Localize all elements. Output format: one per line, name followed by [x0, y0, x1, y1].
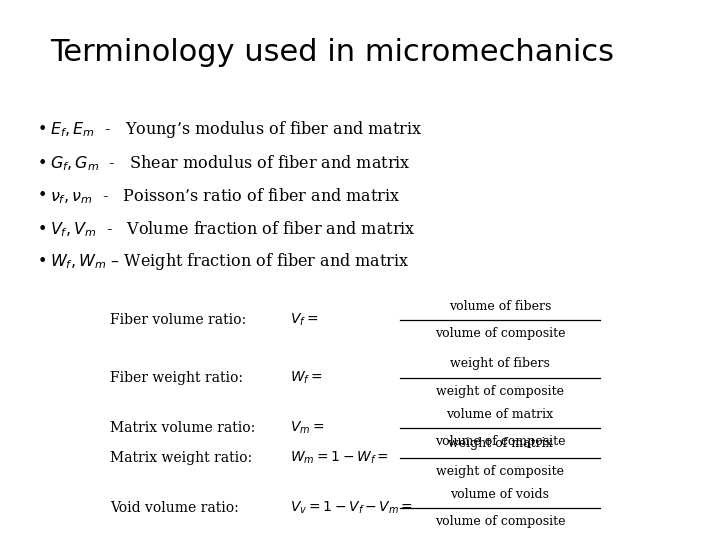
Text: $V_v = 1 - V_f - V_m =$: $V_v = 1 - V_f - V_m =$ [290, 500, 413, 516]
Text: Matrix volume ratio:: Matrix volume ratio: [110, 421, 256, 435]
Text: $E_f, E_m$  -   Young’s modulus of fiber and matrix: $E_f, E_m$ - Young’s modulus of fiber an… [50, 119, 423, 140]
Text: •: • [38, 188, 48, 204]
Text: •: • [38, 221, 48, 237]
Text: •: • [38, 123, 48, 138]
Text: weight of composite: weight of composite [436, 465, 564, 478]
Text: volume of voids: volume of voids [451, 488, 549, 501]
Text: •: • [38, 254, 48, 269]
Text: volume of composite: volume of composite [435, 516, 565, 529]
Text: weight of fibers: weight of fibers [450, 357, 550, 370]
Text: weight of composite: weight of composite [436, 386, 564, 399]
Text: $V_f, V_m$  -   Volume fraction of fiber and matrix: $V_f, V_m$ - Volume fraction of fiber an… [50, 219, 415, 239]
Text: Fiber weight ratio:: Fiber weight ratio: [110, 371, 243, 385]
Text: •: • [38, 156, 48, 171]
Text: $W_f =$: $W_f =$ [290, 370, 323, 386]
Text: $V_m =$: $V_m =$ [290, 420, 324, 436]
Text: volume of fibers: volume of fibers [449, 300, 552, 313]
Text: Matrix weight ratio:: Matrix weight ratio: [110, 451, 252, 465]
Text: $\nu_f, \nu_m$  -   Poisson’s ratio of fiber and matrix: $\nu_f, \nu_m$ - Poisson’s ratio of fibe… [50, 186, 400, 206]
Text: $G_f, G_m$  -   Shear modulus of fiber and matrix: $G_f, G_m$ - Shear modulus of fiber and … [50, 153, 410, 173]
Text: $W_f, W_m$ – Weight fraction of fiber and matrix: $W_f, W_m$ – Weight fraction of fiber an… [50, 252, 410, 273]
Text: weight of matrix: weight of matrix [448, 437, 552, 450]
Text: Terminology used in micromechanics: Terminology used in micromechanics [50, 38, 614, 67]
Text: $V_f =$: $V_f =$ [290, 312, 318, 328]
Text: $W_m = 1 - W_f =$: $W_m = 1 - W_f =$ [290, 450, 389, 466]
Text: volume of composite: volume of composite [435, 435, 565, 449]
Text: Void volume ratio:: Void volume ratio: [110, 501, 239, 515]
Text: volume of matrix: volume of matrix [446, 408, 554, 421]
Text: volume of composite: volume of composite [435, 327, 565, 341]
Text: Fiber volume ratio:: Fiber volume ratio: [110, 313, 246, 327]
